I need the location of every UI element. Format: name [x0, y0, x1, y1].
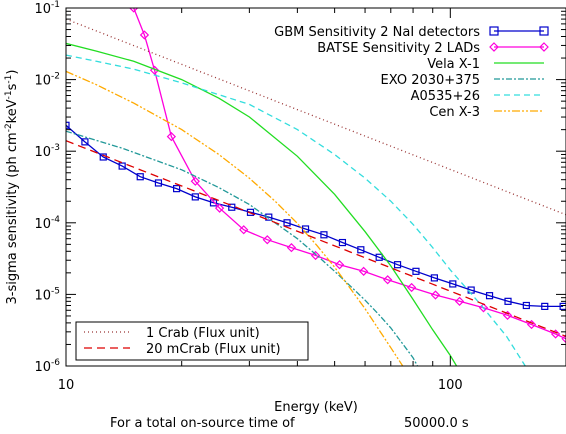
legend-label-cen-x-3: Cen X-3 — [429, 105, 480, 120]
footnote-value: 50000.0 s — [404, 416, 469, 431]
x-tick-label: 100 — [438, 378, 463, 393]
axis-ticks: 10 100 10-6 10-5 10-4 10-3 10-2 10-1 — [34, 0, 566, 393]
series-line-vela-x-1 — [66, 42, 458, 366]
data-point-square — [393, 261, 402, 269]
data-point-square — [522, 301, 530, 310]
data-point-square — [283, 219, 291, 227]
series-line-exo-2030-375 — [66, 130, 419, 366]
footnote-prefix: For a total on-source time of — [110, 416, 295, 431]
y-tick-label: 10-4 — [34, 215, 60, 232]
data-point-diamond — [430, 290, 441, 300]
legend-label-exo-2030-375: EXO 2030+375 — [381, 73, 480, 88]
data-point-square — [338, 238, 347, 247]
legend-label-gbm-sensitivity-2-nai-detectors: GBM Sensitivity 2 NaI detectors — [274, 25, 480, 40]
data-point-square — [412, 267, 420, 275]
data-point-square — [320, 231, 328, 239]
data-point-square — [173, 185, 181, 193]
legend-marker-diamond — [539, 42, 549, 52]
data-point-diamond — [406, 282, 417, 293]
data-point-square — [191, 193, 199, 201]
data-point-diamond — [334, 260, 345, 270]
legend-marker-diamond — [489, 42, 499, 52]
data-point-square — [559, 302, 566, 310]
data-point-square — [265, 213, 273, 221]
data-point-square — [154, 179, 163, 187]
data-point-diamond — [561, 334, 566, 344]
series-line-a0535-26 — [66, 54, 527, 366]
y-tick-label: 10-1 — [34, 0, 60, 17]
legend-marker-square — [489, 26, 499, 36]
data-point-square — [136, 173, 144, 181]
data-point-diamond — [149, 65, 160, 75]
legend-label-1-crab-flux-unit: 1 Crab (Flux unit) — [146, 326, 260, 341]
data-point-square — [357, 246, 365, 254]
data-point-diamond — [310, 250, 321, 261]
data-point-square — [228, 203, 236, 211]
legend-box-bottom — [75, 321, 309, 361]
data-point-square — [485, 292, 494, 300]
data-point-diamond — [502, 310, 513, 320]
data-point-diamond — [129, 8, 139, 13]
legend-marker-square — [539, 26, 549, 36]
data-point-diamond — [454, 296, 465, 306]
data-point-square — [430, 274, 438, 282]
data-point-square — [66, 121, 70, 129]
data-point-diamond — [139, 30, 150, 40]
data-point-diamond — [383, 275, 393, 285]
data-point-diamond — [190, 176, 200, 186]
data-point-diamond — [214, 203, 225, 213]
data-point-square — [375, 253, 383, 261]
data-point-square — [118, 162, 126, 170]
data-point-diamond — [526, 319, 537, 330]
series-line-1-crab-flux-unit — [66, 18, 566, 216]
data-point-diamond — [262, 235, 272, 245]
legend-label-20-mcrab-flux-unit: 20 mCrab (Flux unit) — [146, 342, 281, 357]
series-line-20-mcrab-flux-unit — [66, 140, 566, 338]
series-line-batse-sensitivity-2-lads — [133, 8, 566, 340]
data-point-square — [81, 138, 89, 146]
y-tick-label: 10-3 — [34, 143, 60, 160]
legend-label-batse-sensitivity-2-lads: BATSE Sensitivity 2 LADs — [317, 41, 480, 56]
data-point-square — [541, 302, 549, 310]
data-point-square — [504, 297, 512, 305]
legend-label-vela-x-1: Vela X-1 — [427, 57, 480, 72]
series-layer — [66, 8, 566, 366]
data-point-diamond — [478, 303, 489, 313]
data-point-diamond — [286, 242, 297, 253]
x-axis-label: Energy (keV) — [274, 400, 358, 415]
plot-frame — [65, 7, 566, 367]
series-line-cen-x-3 — [66, 70, 404, 366]
y-tick-label: 10-6 — [34, 358, 60, 375]
data-point-diamond — [166, 131, 177, 142]
data-point-diamond — [239, 225, 249, 235]
data-point-square — [449, 280, 457, 288]
x-tick-label: 10 — [58, 378, 75, 393]
y-axis-label: 3-sigma sensitivity (ph cm-2keV-1s-1) — [4, 70, 20, 305]
legend-label-a0535-26: A0535+26 — [411, 89, 480, 104]
y-tick-label: 10-5 — [34, 286, 60, 303]
data-point-diamond — [550, 329, 561, 339]
data-point-diamond — [359, 266, 369, 276]
series-line-gbm-sensitivity-2-nai-detectors — [66, 124, 564, 308]
data-point-square — [209, 199, 218, 207]
y-tick-label: 10-2 — [34, 72, 60, 89]
